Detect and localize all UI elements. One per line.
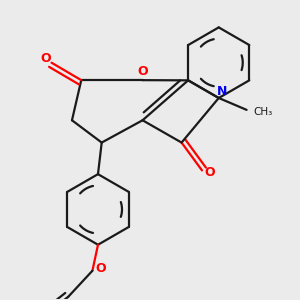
Text: O: O xyxy=(205,166,215,179)
Text: CH₃: CH₃ xyxy=(253,107,272,117)
Text: O: O xyxy=(41,52,51,65)
Text: O: O xyxy=(95,262,106,275)
Text: N: N xyxy=(217,85,227,98)
Text: O: O xyxy=(137,65,148,79)
